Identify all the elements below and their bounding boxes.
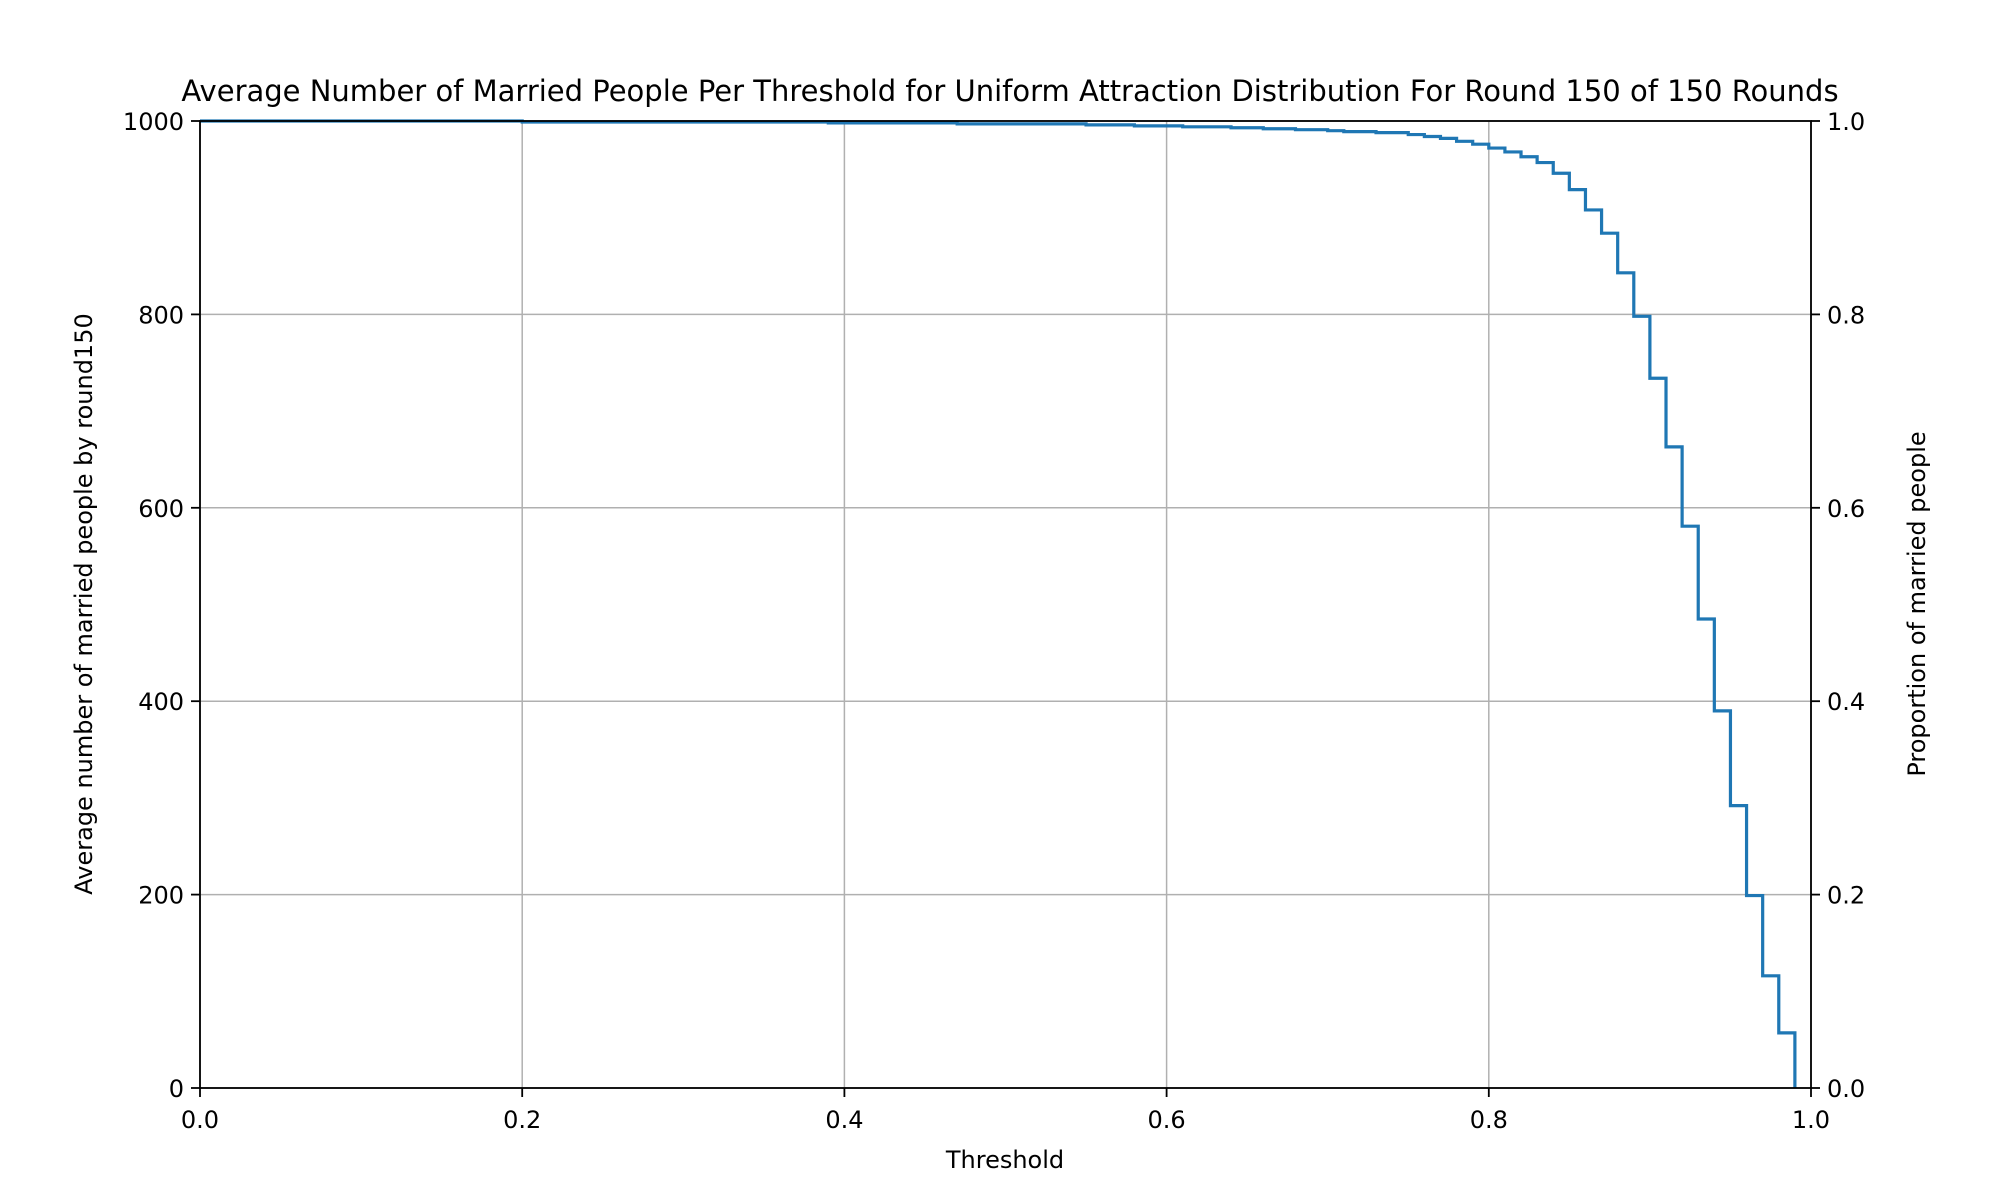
y2-tick-label: 1.0 (1827, 108, 1865, 136)
x-tick-label: 0.0 (181, 1106, 219, 1134)
x-tick-label: 0.4 (825, 1106, 863, 1134)
y2-tick-label: 0.6 (1827, 495, 1865, 523)
y2-axis-label: Proportion of married people (1903, 431, 1931, 776)
y-tick-label: 600 (138, 495, 184, 523)
x-axis-label: Threshold (945, 1146, 1064, 1174)
y2-tick-label: 0.0 (1827, 1075, 1865, 1103)
y-tick-label: 200 (138, 882, 184, 910)
series-line (200, 119, 1797, 1088)
y-tick-label: 1000 (123, 108, 184, 136)
axis-ticks: 0.0 0.2 0.4 0.6 0.8 1.0 0 200 400 600 800 1000 0.0 0.… (123, 108, 1865, 1134)
series-layer (200, 119, 1797, 1088)
y-axis-label: Average number of married people by roun… (70, 313, 98, 894)
y2-tick-label: 0.2 (1827, 882, 1865, 910)
plot-frame (199, 120, 1812, 1089)
grid (199, 120, 1812, 1089)
chart-title: Average Number of Married People Per Thr… (181, 74, 1838, 108)
y2-tick-label: 0.8 (1827, 301, 1865, 329)
x-tick-label: 0.8 (1470, 1106, 1508, 1134)
y-tick-label: 800 (138, 301, 184, 329)
y-tick-label: 0 (169, 1075, 184, 1103)
y-tick-label: 400 (138, 688, 184, 716)
y2-tick-label: 0.4 (1827, 688, 1865, 716)
x-tick-label: 1.0 (1792, 1106, 1830, 1134)
x-tick-label: 0.6 (1148, 1106, 1186, 1134)
x-tick-label: 0.2 (503, 1106, 541, 1134)
